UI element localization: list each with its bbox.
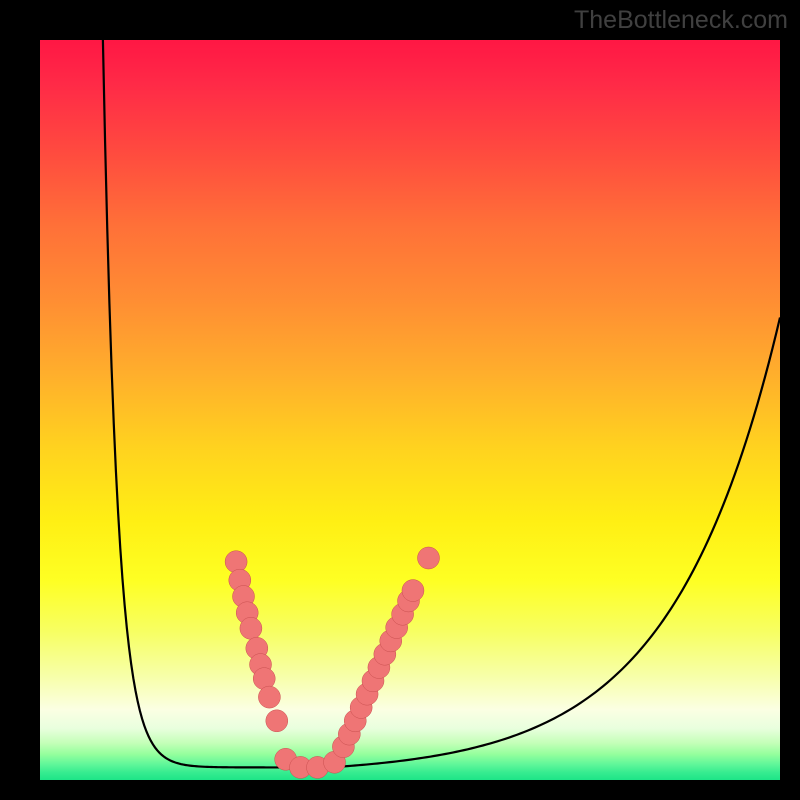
plot-area bbox=[40, 40, 780, 780]
data-point bbox=[266, 710, 288, 732]
data-point bbox=[240, 617, 262, 639]
watermark-text: TheBottleneck.com bbox=[574, 6, 788, 35]
data-point bbox=[402, 580, 424, 602]
chart-container: { "watermark": { "text": "TheBottleneck.… bbox=[0, 0, 800, 800]
gradient-background bbox=[40, 40, 780, 780]
chart-svg bbox=[40, 40, 780, 780]
data-point bbox=[418, 547, 440, 569]
data-point bbox=[258, 686, 280, 708]
data-point bbox=[225, 551, 247, 573]
